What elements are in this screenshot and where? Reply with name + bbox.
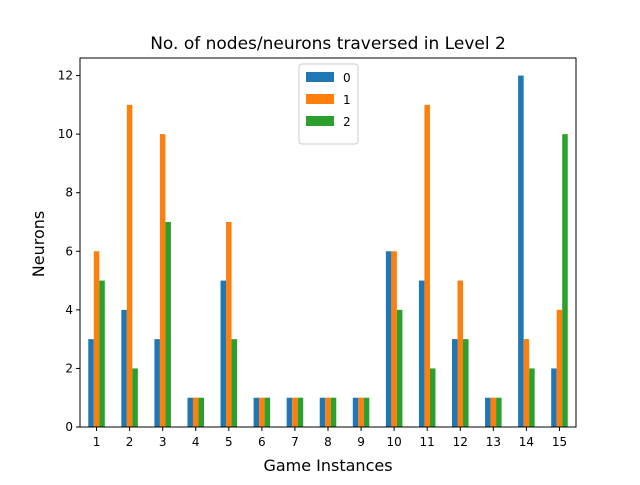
bar-series-1-instance-2: [126, 104, 133, 427]
bar-series-2-instance-14: [529, 368, 535, 427]
bar-series-2-instance-13: [496, 397, 502, 427]
x-tick-label: 3: [159, 435, 167, 449]
x-tick-label: 7: [291, 435, 299, 449]
bar-series-1-instance-4: [192, 397, 199, 427]
bar-series-2-instance-6: [264, 397, 271, 427]
y-tick-label: 8: [65, 186, 73, 200]
bar-series-0-instance-14: [518, 75, 524, 428]
x-axis: 1 2 3 4 5 6 7 8 9 10 11 12 13 14 15: [93, 427, 567, 449]
bar-series-1-instance-13: [490, 397, 497, 427]
bar-series-1-instance-10: [391, 251, 397, 427]
x-tick-label: 5: [225, 435, 233, 449]
bar-series-0-instance-13: [485, 397, 491, 427]
legend-swatch-2: [306, 116, 334, 126]
bar-series-2-instance-10: [396, 309, 403, 427]
x-tick-label: 1: [93, 435, 101, 449]
x-tick-label: 2: [126, 435, 134, 449]
legend-swatch-0: [306, 72, 334, 82]
y-tick-label: 4: [65, 303, 73, 317]
bar-series-1-instance-8: [325, 397, 331, 427]
bar-series-0-instance-2: [121, 309, 127, 427]
x-tick-label: 10: [386, 435, 401, 449]
bar-series-1-instance-11: [424, 104, 430, 427]
x-tick-label: 14: [519, 435, 534, 449]
bar-series-2-instance-9: [363, 397, 370, 427]
x-tick-label: 9: [357, 435, 365, 449]
bar-series-1-instance-7: [292, 397, 298, 427]
bar-series-0-instance-10: [385, 251, 392, 427]
bar-series-1-instance-5: [226, 222, 232, 427]
bar-series-0-instance-6: [253, 397, 260, 427]
bar-series-2-instance-5: [231, 339, 238, 427]
x-axis-title: Game Instances: [263, 456, 392, 475]
chart-title: No. of nodes/neurons traversed in Level …: [150, 34, 506, 54]
bar-series-2-instance-3: [165, 222, 171, 427]
legend-swatch-1: [306, 94, 334, 104]
legend-label-0: 0: [343, 71, 351, 85]
y-tick-label: 6: [65, 244, 73, 258]
bar-series-2-instance-8: [330, 397, 337, 427]
bar-series-1-instance-14: [523, 339, 530, 427]
bar-series-2-instance-1: [99, 280, 105, 427]
bar-series-2-instance-12: [463, 339, 469, 427]
x-tick-label: 4: [192, 435, 200, 449]
bar-series-0-instance-15: [551, 368, 557, 427]
x-tick-label: 13: [486, 435, 501, 449]
bar-series-1-instance-6: [259, 397, 265, 427]
bar-series-1-instance-15: [556, 309, 563, 427]
bar-series-1-instance-9: [358, 397, 364, 427]
bar-series-0-instance-9: [352, 397, 359, 427]
bar-series-1-instance-3: [159, 134, 166, 427]
legend-label-2: 2: [343, 115, 351, 129]
y-tick-label: 10: [58, 127, 73, 141]
bar-series-1-instance-1: [93, 251, 100, 427]
bar-series-2-instance-7: [297, 397, 304, 427]
x-tick-label: 6: [258, 435, 266, 449]
bar-series-2-instance-15: [562, 134, 568, 427]
bar-series-0-instance-5: [220, 280, 227, 427]
y-axis: 0 2 4 6 8 10 12: [58, 69, 80, 434]
y-tick-label: 2: [65, 361, 73, 375]
bar-series-0-instance-11: [418, 280, 425, 427]
bar-series-2-instance-2: [132, 368, 138, 427]
plot-frame: [79, 57, 577, 428]
x-tick-label: 11: [420, 435, 435, 449]
bar-series-0-instance-7: [286, 397, 293, 427]
bar-series-0-instance-3: [154, 339, 160, 427]
legend-label-1: 1: [343, 93, 351, 107]
x-tick-label: 15: [552, 435, 567, 449]
y-tick-label: 12: [58, 69, 73, 83]
bar-series-2-instance-11: [429, 368, 436, 427]
x-tick-label: 12: [453, 435, 468, 449]
bar-series-0-instance-1: [88, 339, 94, 427]
legend: 0 1 2: [298, 63, 359, 145]
bar-series-0-instance-4: [187, 397, 193, 427]
x-tick-label: 8: [324, 435, 332, 449]
bar-series-0-instance-8: [319, 397, 326, 427]
bar-series-2-instance-4: [198, 397, 204, 427]
y-tick-label: 0: [65, 420, 73, 434]
bar-series-0-instance-12: [452, 339, 458, 427]
bar-series-1-instance-12: [457, 280, 464, 427]
y-axis-title: Neurons: [29, 211, 48, 277]
bars-layer: [88, 75, 568, 428]
